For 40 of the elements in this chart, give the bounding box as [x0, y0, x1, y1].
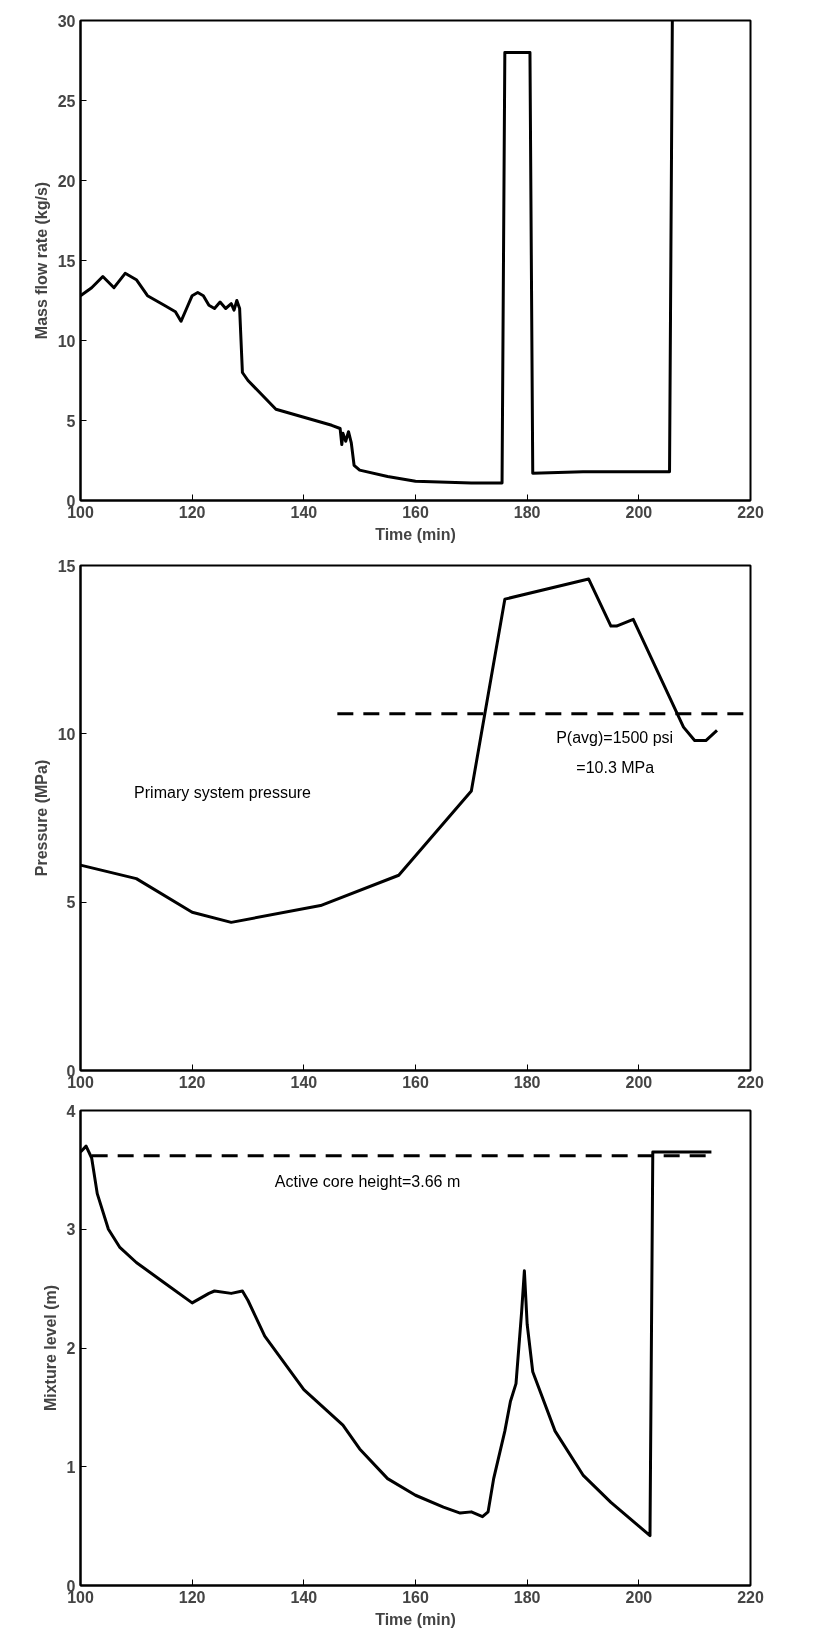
annotation: Active core height=3.66 m — [274, 1173, 461, 1191]
annotation: P(avg)=1500 psi — [556, 728, 674, 746]
x-tick-label: 180 — [513, 1588, 541, 1606]
y-tick-label: 4 — [66, 1102, 76, 1120]
y-tick-label: 20 — [57, 172, 76, 190]
y-axis-title: Mass flow rate (kg/s) — [32, 181, 50, 340]
x-tick-label: 160 — [402, 503, 429, 521]
x-tick-label: 200 — [625, 1588, 653, 1606]
y-axis-title: Pressure (MPa) — [32, 759, 50, 877]
x-tick-label: 180 — [513, 503, 541, 521]
x-tick-label: 140 — [290, 503, 318, 521]
x-tick-label: 220 — [737, 503, 764, 521]
x-tick-label: 120 — [178, 1073, 206, 1091]
y-tick-label: 5 — [66, 412, 76, 430]
x-axis-title: Time (min) — [375, 525, 456, 543]
x-axis-title: Time (min) — [375, 1610, 456, 1628]
y-axis-title: Mixture level (m) — [41, 1284, 59, 1412]
annotation: Primary system pressure — [134, 784, 312, 802]
y-tick-label: 5 — [66, 894, 76, 912]
y-tick-label: 15 — [57, 252, 76, 270]
x-tick-label: 140 — [290, 1588, 318, 1606]
x-tick-label: 200 — [625, 503, 653, 521]
y-tick-label: 15 — [57, 557, 76, 575]
y-tick-label: 30 — [57, 12, 76, 30]
y-tick-label: 10 — [57, 332, 76, 350]
x-tick-label: 120 — [178, 503, 206, 521]
annotation: =10.3 MPa — [576, 759, 655, 776]
x-tick-label: 220 — [737, 1073, 764, 1091]
y-tick-label: 1 — [66, 1458, 76, 1476]
y-tick-label: 10 — [57, 725, 76, 743]
x-tick-label: 140 — [290, 1073, 318, 1091]
x-tick-label: 180 — [513, 1073, 541, 1091]
y-tick-label: 3 — [66, 1221, 76, 1239]
y-tick-label: 2 — [66, 1340, 76, 1357]
y-tick-label: 25 — [57, 92, 76, 110]
x-tick-label: 200 — [625, 1073, 653, 1091]
x-tick-label: 160 — [402, 1588, 429, 1606]
x-tick-label: 160 — [402, 1073, 429, 1091]
x-tick-label: 120 — [178, 1588, 206, 1606]
x-tick-label: 220 — [737, 1588, 764, 1606]
